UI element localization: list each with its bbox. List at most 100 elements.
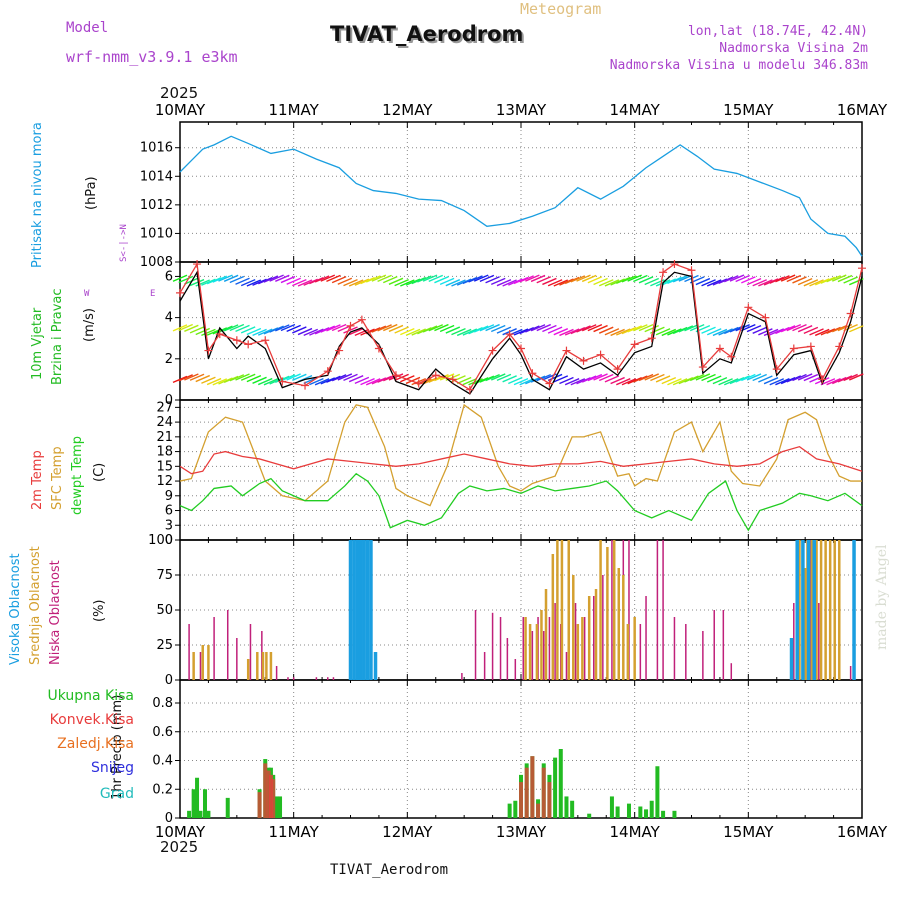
cloud-bar-mid [560,540,564,680]
cloud-bar-high [801,540,805,680]
wind-arrow [309,277,324,285]
x-tick-label-top: 13MAY [496,101,547,119]
cloud-bar-mid [617,568,621,680]
wind-arrow [286,373,301,381]
wind-arrow [638,373,654,382]
temp2m-line [179,445,863,475]
precip-total-bar [278,796,283,818]
wind-arrow [195,327,211,336]
wind-arrow [377,324,392,332]
cloud-bar-mid [261,652,265,680]
wind-arrow [633,324,648,332]
wind-arrow [189,278,205,287]
wind-arrow [439,373,455,381]
cloud-bar-mid [815,540,818,680]
wind-arrow [564,378,580,386]
wind-arrow [849,373,864,381]
cloud-bar-low [491,612,494,680]
cloud-bar-mid [535,624,539,680]
wind-arrow [536,373,552,382]
cloud-bar-low [506,638,509,680]
cloud-bar-mid [551,554,555,680]
wind-gust-marker [562,346,571,355]
cloud-bar-high [358,540,363,680]
wind-arrow [490,373,506,381]
wind-arrow [752,373,767,382]
wind-arrow [581,274,597,283]
precip-conv-bar [268,774,273,818]
wind-arrow [428,274,444,283]
wind-arrow [394,279,409,287]
precip-total-bar [206,810,211,818]
wind-arrow [348,279,364,287]
wind-arrow [547,326,563,334]
wind-arrow [172,324,188,332]
wind-gust-marker [357,315,366,324]
wind-arrow [201,278,216,286]
y-tick-label: 0.8 [152,696,173,711]
y-tick-label: 50 [156,603,173,618]
precip-total-bar [672,810,677,818]
wind-arrow [490,324,506,333]
cloud-bar-high [355,540,360,680]
cloud-bar-low [542,631,545,680]
wind-gust-marker [232,336,241,345]
model-elevation-label: Nadmorska Visina u modelu 346.83m [609,58,868,73]
cloud-bar-low [730,663,733,680]
cloud-bar-low [226,610,229,680]
legend-grad: Grad [99,786,134,802]
cloud-bar-high [362,540,366,680]
cloud-bar-low [249,624,252,680]
x-tick-label-bottom: 16MAY [837,823,888,841]
wind-arrow [240,373,256,381]
wind-arrow [837,274,853,283]
precip-total-bar [615,806,620,818]
wind-arrow [809,279,824,287]
y-tick-label: 100 [148,533,173,548]
precip-conv-bar [257,792,262,818]
wind-arrow [218,325,233,333]
wind-arrow [547,279,563,287]
wind-arrow [701,279,716,287]
wind-gust-marker [204,346,213,355]
wind-arrow [428,324,444,332]
model-name: wrf-nmm_v3.9.1 e3km [66,48,238,66]
wind-arrow [508,376,523,385]
wind-gust-marker [465,385,474,394]
wind-arrow [633,375,648,383]
cloud-bar-low [645,596,647,680]
wind-arrow [780,325,796,333]
wind-arrow [729,376,745,385]
wind-arrow [383,275,398,284]
wind-gust-marker [391,371,400,380]
wind-arrow [377,375,392,383]
wind-arrow [337,373,353,381]
wind-arrow [201,376,216,384]
wind-arrow [820,378,836,386]
wind-arrow [843,324,858,332]
wind-arrow [360,377,375,386]
wind-arrow [797,325,813,333]
wind-arrow [490,277,506,286]
wind-arrow [553,328,569,336]
cloud-bar-high [852,540,856,680]
cloud-bar-mid [201,645,204,680]
precip-total-bar [507,803,512,818]
wind-arrow [610,278,625,286]
wind-arrow [343,326,358,334]
wind-arrow [286,324,301,333]
y-tick-label: 1012 [140,198,173,213]
wind-arrow [502,279,517,287]
cloud-bar-mid [824,540,827,680]
precip-conv-bar [271,779,276,818]
precip-total-bar [513,800,518,818]
cloud-bar-mid [803,568,807,680]
wind-gust-marker [596,350,605,359]
wind-arrow [400,279,415,287]
wind-gust-marker [647,334,656,343]
wind-arrow [763,377,779,385]
wind-arrow [320,377,336,385]
cloud-bar-mid [612,540,616,680]
y-tick-label: 1010 [140,226,173,241]
